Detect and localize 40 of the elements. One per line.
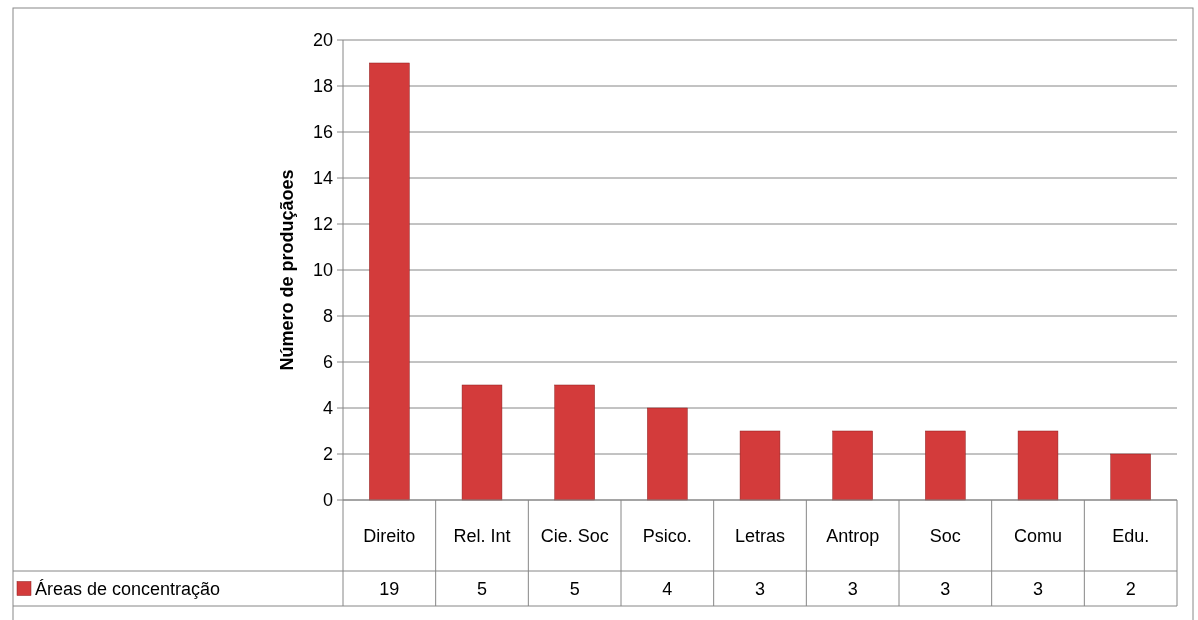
bar — [1017, 430, 1059, 501]
y-tick-label: 0 — [322, 490, 333, 511]
y-tick-label: 12 — [312, 214, 333, 235]
y-tick-label: 8 — [322, 306, 333, 327]
data-label: 3 — [1032, 578, 1044, 599]
x-tick-label: Direito — [363, 525, 416, 546]
y-tick-label: 14 — [312, 168, 333, 189]
y-axis-title: Número de produçãoes — [277, 169, 297, 371]
x-tick-label: Comu — [1013, 525, 1063, 546]
x-tick-label: Soc — [929, 525, 961, 546]
y-tick-label: 6 — [322, 352, 333, 373]
data-label: 3 — [754, 578, 766, 599]
data-label: 3 — [847, 578, 858, 599]
legend-label: Áreas de concentração — [35, 578, 221, 599]
data-label: 5 — [569, 578, 580, 599]
bar — [739, 430, 781, 501]
data-label: 4 — [662, 578, 673, 599]
bar — [461, 384, 503, 501]
y-tick-label: 20 — [312, 30, 333, 51]
data-label: 3 — [940, 578, 951, 599]
y-tick-label: 16 — [312, 122, 333, 143]
data-label: 2 — [1125, 578, 1136, 599]
bar — [925, 430, 966, 501]
y-tick-label: 4 — [322, 398, 333, 419]
y-tick-label: 10 — [312, 260, 333, 281]
data-label: 5 — [476, 578, 488, 599]
x-tick-label: Psico. — [642, 525, 692, 546]
data-label: 19 — [379, 578, 400, 599]
bar — [647, 407, 688, 501]
bar — [832, 430, 873, 501]
x-tick-label: Letras — [734, 525, 786, 546]
y-tick-label: 2 — [322, 444, 333, 465]
bar — [369, 62, 410, 501]
x-tick-label: Rel. Int — [453, 525, 511, 546]
y-tick-label: 18 — [312, 76, 333, 97]
bar — [554, 384, 595, 501]
x-tick-label: Cie. Soc — [540, 525, 609, 546]
x-tick-label: Antrop — [826, 525, 880, 546]
bar — [1110, 453, 1151, 501]
x-tick-label: Edu. — [1112, 525, 1150, 546]
